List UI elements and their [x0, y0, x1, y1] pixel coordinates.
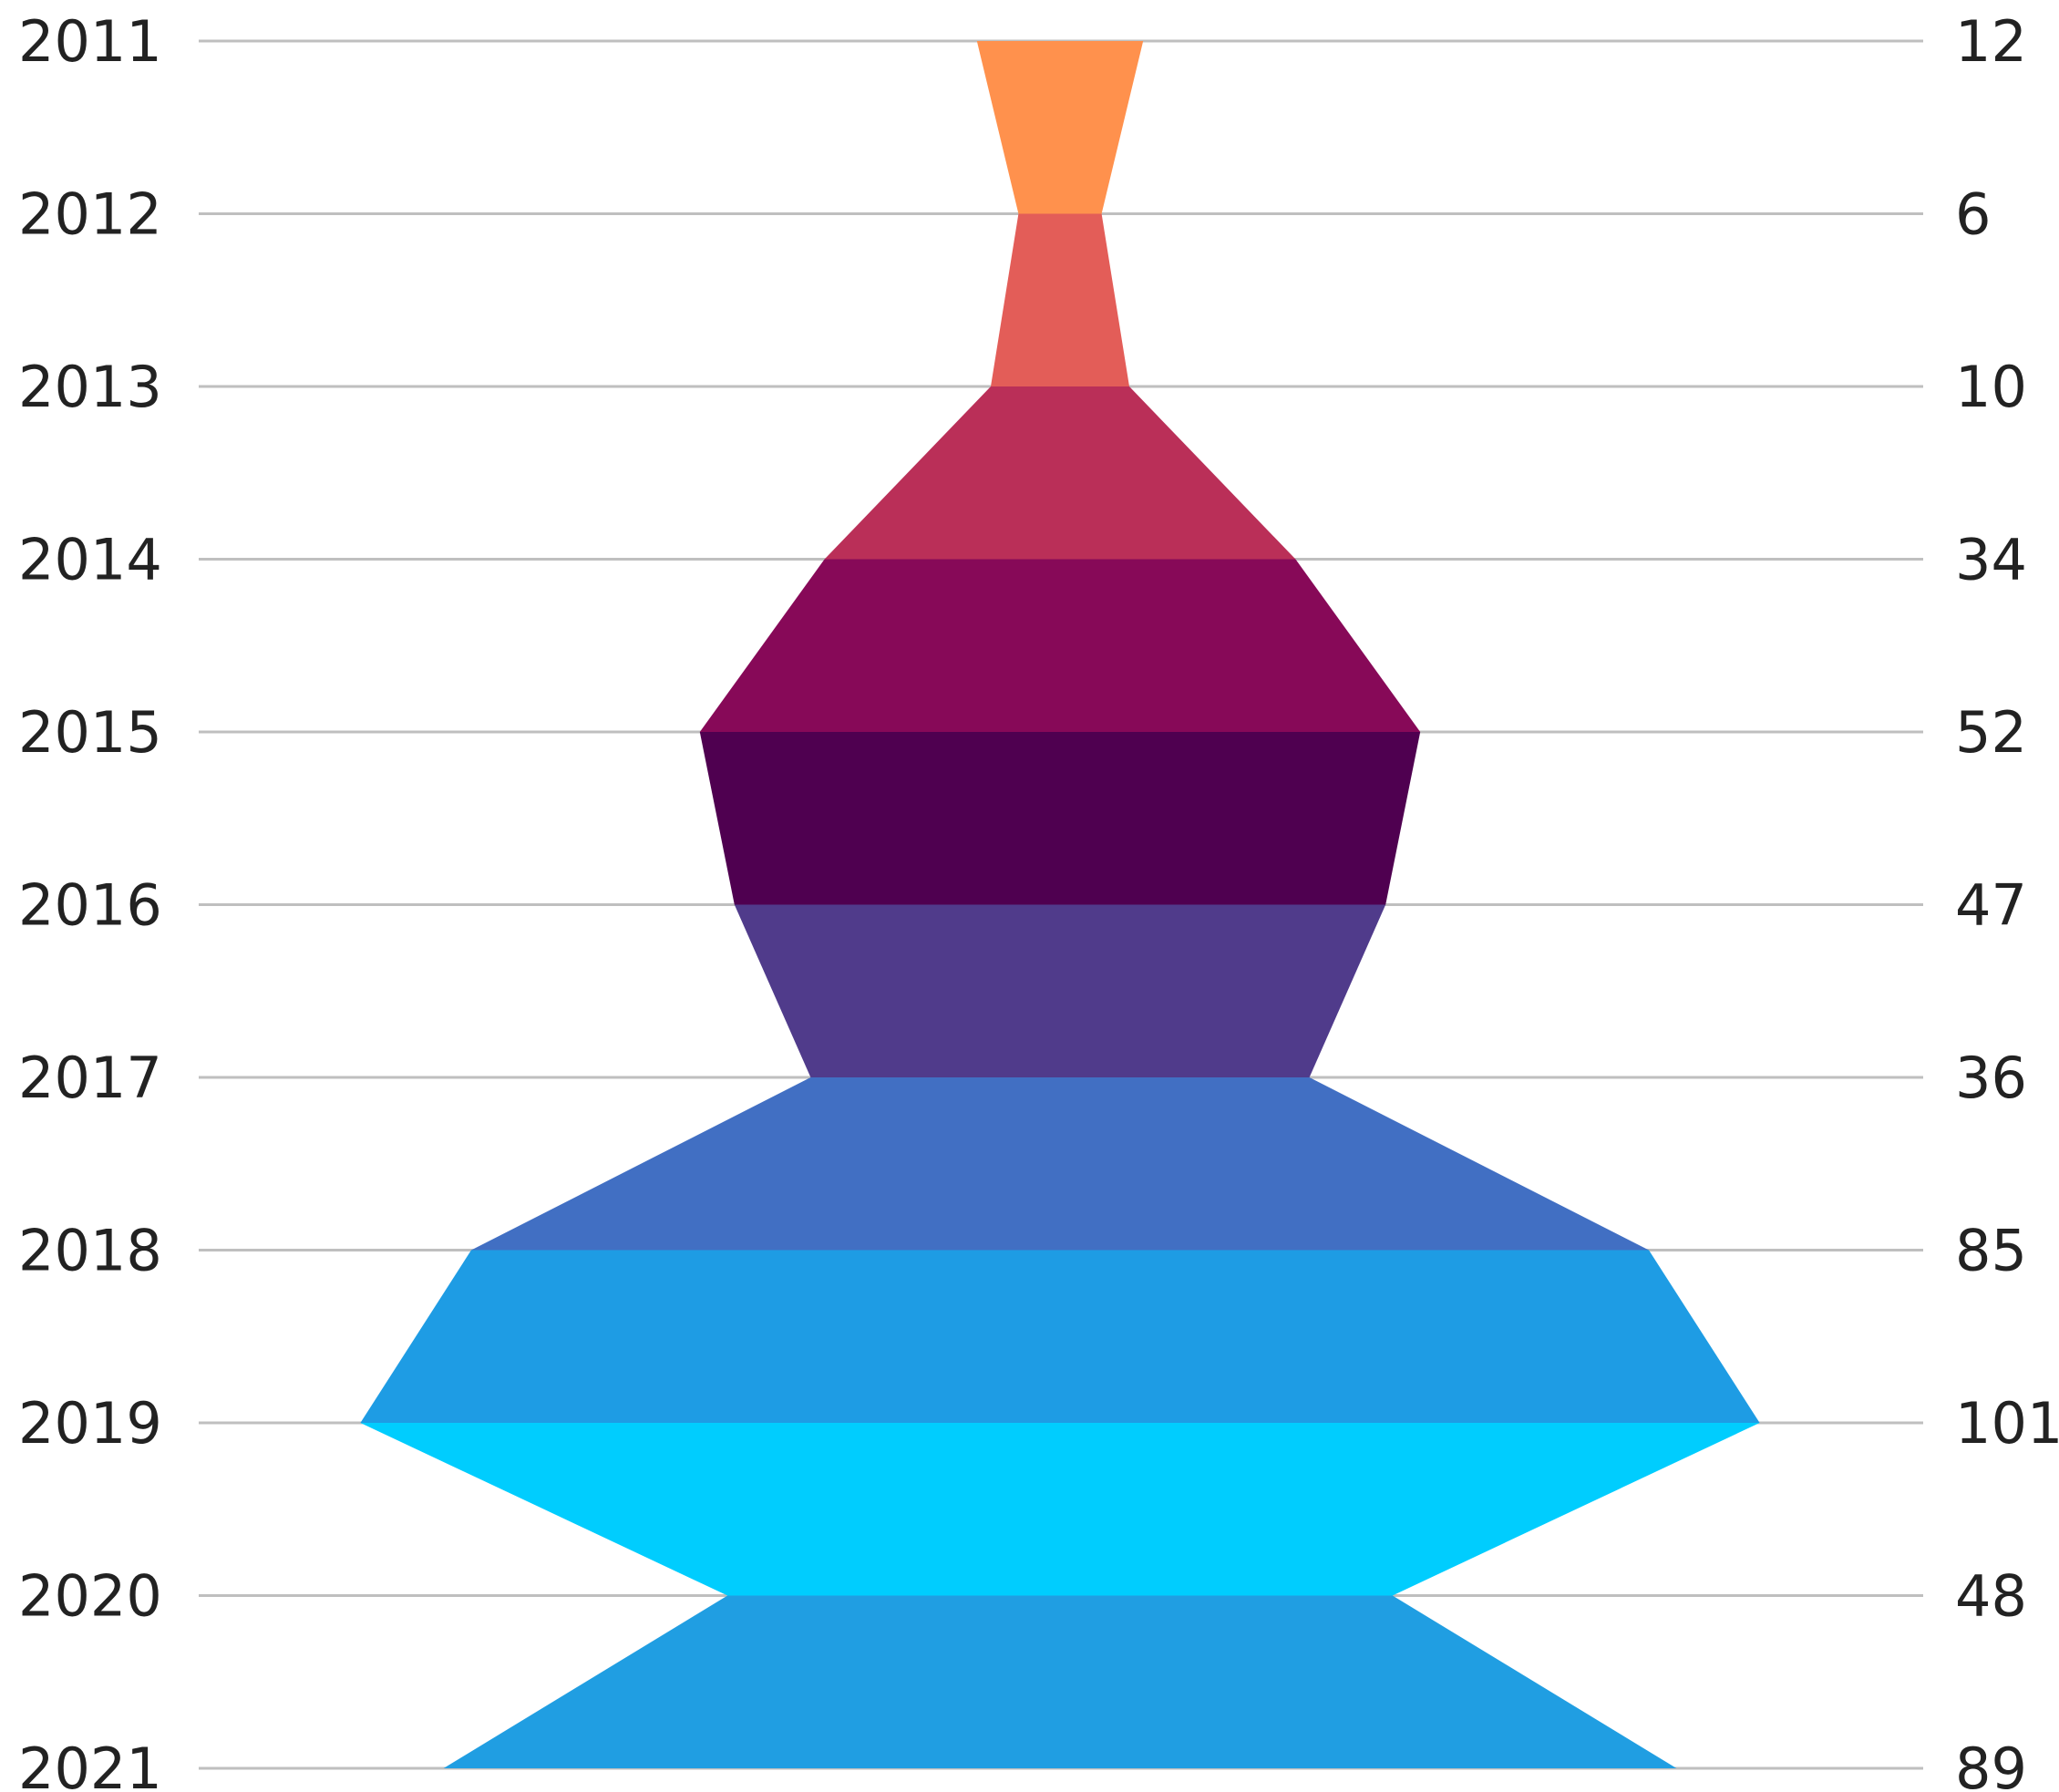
band-2015-2016 — [699, 732, 1421, 905]
value-label-2016: 47 — [1955, 872, 2027, 939]
band-2019-2020 — [360, 1423, 1760, 1596]
band-2011-2012 — [976, 41, 1144, 214]
value-label-2014: 34 — [1955, 527, 2027, 593]
year-label-2014: 2014 — [18, 527, 162, 593]
year-label-2011: 2011 — [18, 8, 162, 75]
value-label-2015: 52 — [1955, 699, 2027, 766]
value-label-2018: 85 — [1955, 1218, 2027, 1284]
year-label-2019: 2019 — [18, 1390, 162, 1457]
year-label-2017: 2017 — [18, 1045, 162, 1111]
band-2016-2017 — [734, 904, 1386, 1077]
band-2020-2021 — [443, 1595, 1677, 1768]
value-label-2011: 12 — [1955, 8, 2027, 75]
value-labels: 12 6 10 34 52 47 36 85 101 48 89 — [1955, 8, 2059, 1792]
band-2018-2019 — [360, 1250, 1760, 1423]
value-label-2012: 6 — [1955, 181, 1991, 248]
value-label-2021: 89 — [1955, 1735, 2027, 1792]
value-label-2019: 101 — [1955, 1390, 2059, 1457]
year-label-2015: 2015 — [18, 699, 162, 766]
year-label-2018: 2018 — [18, 1218, 162, 1284]
year-label-2016: 2016 — [18, 872, 162, 939]
year-axis-labels: 2011 2012 2013 2014 2015 2016 2017 2018 2019 2020… — [18, 8, 162, 1792]
value-label-2017: 36 — [1955, 1045, 2027, 1111]
year-label-2013: 2013 — [18, 354, 162, 420]
year-label-2021: 2021 — [18, 1735, 162, 1792]
value-label-2013: 10 — [1955, 354, 2027, 420]
year-label-2012: 2012 — [18, 181, 162, 248]
band-2017-2018 — [471, 1077, 1649, 1251]
band-2013-2014 — [824, 386, 1296, 560]
value-label-2020: 48 — [1955, 1563, 2027, 1630]
band-2012-2013 — [991, 213, 1129, 386]
bands — [360, 41, 1760, 1768]
band-2014-2015 — [699, 559, 1421, 732]
year-label-2020: 2020 — [18, 1563, 162, 1630]
